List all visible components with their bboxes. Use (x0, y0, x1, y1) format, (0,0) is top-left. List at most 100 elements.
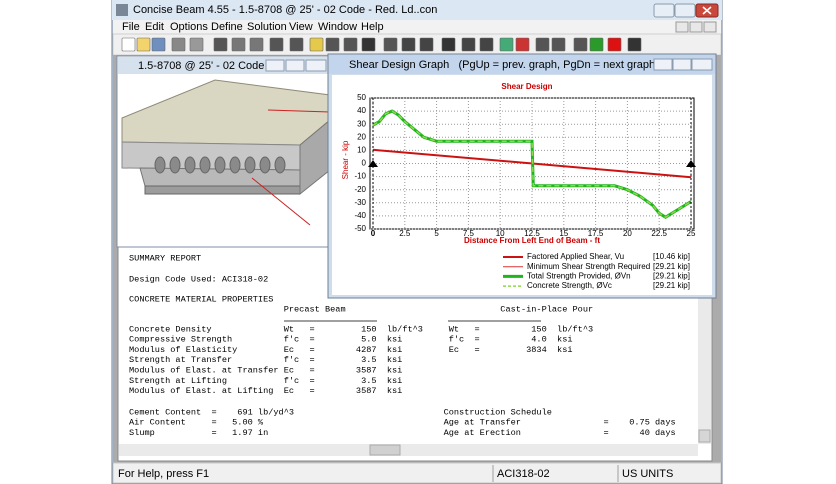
beam-3d (121, 79, 331, 226)
report-line: Air Content = 5.00 % Age at Transfer = 0… (129, 418, 676, 428)
x-tick-label: 10 (496, 229, 505, 238)
y-tick-label: -40 (354, 211, 366, 220)
minimize-button[interactable] (653, 3, 675, 18)
toolbar-button[interactable] (627, 37, 642, 52)
model-minimize[interactable] (265, 59, 285, 72)
toolbar-button[interactable] (289, 37, 304, 52)
toolbar-button[interactable] (551, 37, 566, 52)
child-close[interactable] (703, 21, 717, 33)
model-close[interactable] (305, 59, 327, 72)
toolbar-button[interactable] (309, 37, 324, 52)
y-tick-label: -30 (354, 198, 366, 207)
menu-item[interactable]: Window (318, 21, 357, 33)
toolbar-button[interactable] (401, 37, 416, 52)
axis-line (251, 177, 311, 226)
legend-label: Factored Applied Shear, Vu (527, 252, 624, 261)
x-tick-label: 12.5 (524, 229, 540, 238)
y-tick-label: 10 (357, 146, 366, 155)
toolbar-button[interactable] (441, 37, 456, 52)
toolbar-button[interactable] (213, 37, 228, 52)
toolbar-button[interactable] (171, 37, 186, 52)
y-tick-label: -50 (354, 224, 366, 233)
report-line: Slump = 1.97 in Age at Erection = 40 day… (129, 428, 676, 438)
report-code: Design Code Used: ACI318-02 (129, 274, 268, 284)
menu-item[interactable]: Help (361, 21, 384, 33)
toolbar-icons (121, 37, 642, 52)
toolbar-button[interactable] (461, 37, 476, 52)
toolbar-button[interactable] (535, 37, 550, 52)
legend: Factored Applied Shear, Vu [10.46 kip]Min… (503, 252, 690, 290)
toolbar-button[interactable] (343, 37, 358, 52)
menu-item[interactable]: Edit (145, 21, 164, 33)
toolbar-button[interactable] (361, 37, 376, 52)
menu-item[interactable]: File (122, 21, 140, 33)
menu-bar (113, 20, 721, 34)
y-tick-label: 40 (357, 106, 366, 115)
y-tick-label: 30 (357, 119, 366, 128)
status-help: For Help, press F1 (118, 468, 209, 480)
toolbar-button[interactable] (231, 37, 246, 52)
toolbar-button[interactable] (573, 37, 588, 52)
support-marker (686, 160, 696, 167)
toolbar-button[interactable] (269, 37, 284, 52)
report-line: Modulus of Elasticity Ec = 4287 ksi Ec =… (129, 345, 573, 355)
toolbar-button[interactable] (151, 37, 166, 52)
support-marker (368, 160, 378, 167)
maximize-button[interactable] (674, 3, 696, 18)
toolbar-button[interactable] (383, 37, 398, 52)
toolbar-button[interactable] (249, 37, 264, 52)
toolbar-button[interactable] (189, 37, 204, 52)
legend-label: Total Strength Provided, ØVn (527, 272, 631, 281)
report-title: SUMMARY REPORT (129, 253, 201, 263)
toolbar-button[interactable] (589, 37, 604, 52)
scroll-down[interactable] (698, 429, 711, 443)
report-line: Modulus of Elast. at Lifting Ec = 3587 k… (129, 386, 402, 396)
menu-item[interactable]: View (289, 21, 313, 33)
legend-label: Minimum Shear Strength Required (527, 262, 650, 271)
graph-maximize[interactable] (672, 58, 692, 71)
toolbar-button[interactable] (607, 37, 622, 52)
legend-value: [29.21 kip] (653, 262, 690, 271)
x-tick-label: 17.5 (588, 229, 604, 238)
y-tick-label: 50 (357, 93, 366, 102)
report-line: Cement Content = 691 lb/yd^3 Constructio… (129, 407, 552, 417)
report-properties: Concrete Density Wt = 150 lb/ft^3 Wt = 1… (129, 324, 676, 438)
menu-item[interactable]: Options (170, 21, 208, 33)
status-units: US UNITS (622, 468, 673, 480)
chart-title: Shear Design (501, 82, 552, 91)
y-tick-label: -20 (354, 185, 366, 194)
graph-close[interactable] (691, 58, 713, 71)
window-title: Concise Beam 4.55 - 1.5-8708 @ 25' - 02 … (133, 4, 437, 16)
report-line: Concrete Density Wt = 150 lb/ft^3 Wt = 1… (129, 324, 593, 334)
toolbar-button[interactable] (136, 37, 151, 52)
toolbar-button[interactable] (325, 37, 340, 52)
horizontal-scrollbar[interactable] (119, 444, 698, 456)
toolbar-button[interactable] (499, 37, 514, 52)
legend-value: [29.21 kip] (653, 281, 690, 290)
toolbar-button[interactable] (419, 37, 434, 52)
child-restore[interactable] (689, 21, 703, 33)
status-bar (112, 462, 722, 484)
menu-item[interactable]: Define (211, 21, 243, 33)
x-tick-label: 0 (371, 229, 376, 238)
graph-title-bar (329, 55, 715, 74)
report-line: Compressive Strength f'c = 5.0 ksi f'c =… (129, 335, 573, 345)
graph-minimize[interactable] (653, 58, 673, 71)
x-tick-label: 25 (687, 229, 696, 238)
x-tick-label: 15 (559, 229, 568, 238)
report-line: Modulus of Elast. at Transfer Ec = 3587 … (129, 365, 402, 375)
legend-label: Concrete Strength, ØVc (527, 281, 612, 290)
report-line: Strength at Transfer f'c = 3.5 ksi (129, 355, 402, 365)
toolbar-button[interactable] (121, 37, 136, 52)
model-maximize[interactable] (285, 59, 305, 72)
menu: File Edit Options Define Solution View Window H… (122, 21, 384, 33)
toolbar-button[interactable] (479, 37, 494, 52)
menu-item[interactable]: Solution (247, 21, 287, 33)
toolbar-button[interactable] (515, 37, 530, 52)
child-minimize[interactable] (675, 21, 689, 33)
legend-value: [29.21 kip] (653, 272, 690, 281)
model-title: 1.5-8708 @ 25' - 02 Code - R... (138, 60, 291, 72)
scroll-thumb[interactable] (369, 444, 401, 456)
